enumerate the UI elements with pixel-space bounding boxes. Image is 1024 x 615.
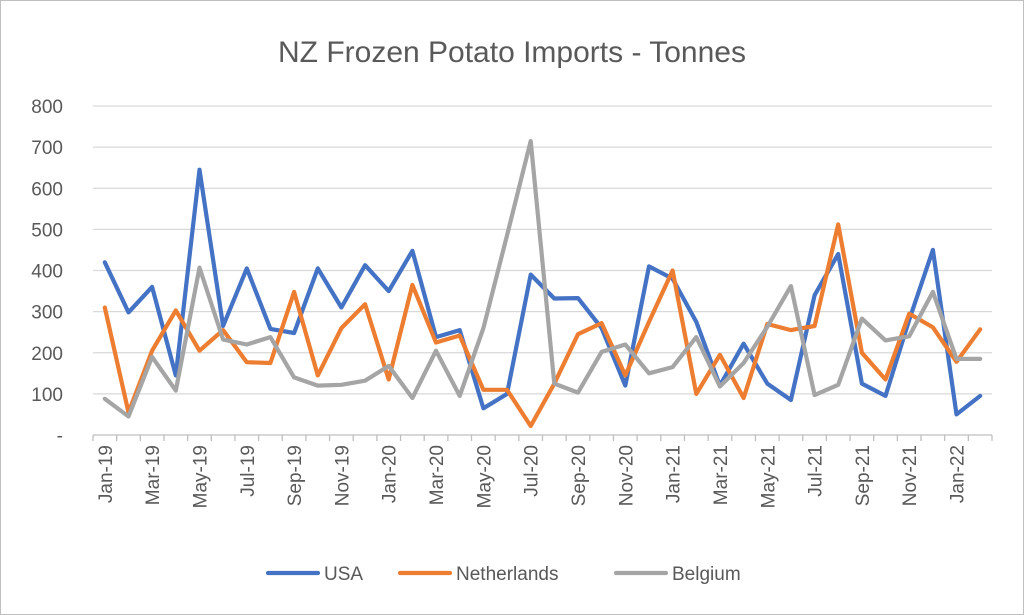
- x-tick-label: Jan-20: [380, 445, 401, 503]
- x-tick-label: Nov-19: [332, 445, 353, 506]
- x-tick-label: Nov-20: [616, 445, 637, 506]
- x-tick-label: Mar-21: [711, 445, 732, 505]
- y-tick-label: 400: [31, 262, 63, 283]
- x-tick-label: Sep-19: [285, 445, 306, 506]
- x-tick-label: Mar-20: [427, 445, 448, 505]
- y-tick-label: 300: [31, 303, 63, 324]
- legend-label: USA: [324, 564, 363, 585]
- x-tick-label: Jan-21: [664, 445, 685, 503]
- y-tick-label: 600: [31, 179, 63, 200]
- x-tick-label: Jan-22: [948, 445, 969, 503]
- x-axis: Jan-19 Mar-19 May-19 Jul-19 Sep-19 Nov-19 Jan-…: [92, 434, 993, 508]
- grid-lines: [93, 105, 992, 395]
- x-tick-label: Sep-21: [853, 445, 874, 506]
- series-lines: [102, 138, 983, 429]
- chart-title: NZ Frozen Potato Imports - Tonnes: [278, 36, 746, 69]
- legend-item-belgium: Belgium: [613, 564, 741, 585]
- x-tick-label: May-20: [474, 445, 495, 508]
- x-tick-label: Jul-19: [238, 445, 259, 497]
- legend-label: Belgium: [672, 564, 741, 585]
- y-tick-label: 500: [31, 220, 63, 241]
- y-axis-ticks: - 100 200 300 400 500 600 700 800: [31, 97, 63, 447]
- x-tick-label: May-21: [758, 445, 779, 508]
- series-line-netherlands: [102, 222, 983, 429]
- legend-item-netherlands: Netherlands: [397, 564, 558, 585]
- y-tick-label: 200: [31, 344, 63, 365]
- series-line-belgium: [102, 138, 983, 419]
- y-tick-label: 700: [31, 138, 63, 159]
- x-tick-label: Jul-21: [806, 445, 827, 497]
- y-tick-label: 100: [31, 385, 63, 406]
- legend-label: Netherlands: [456, 564, 558, 585]
- x-tick-label: Jul-20: [522, 445, 543, 497]
- x-tick-label: Jan-19: [96, 445, 117, 503]
- legend: USA Netherlands Belgium: [265, 564, 741, 585]
- x-tick-label: May-19: [190, 445, 211, 508]
- y-tick-label: -: [57, 426, 63, 447]
- x-tick-label: Mar-19: [143, 445, 164, 505]
- x-tick-label: Nov-21: [900, 445, 921, 506]
- series-line-usa: [102, 167, 983, 417]
- legend-item-usa: USA: [265, 564, 363, 585]
- y-tick-label: 800: [31, 97, 63, 118]
- x-tick-label: Sep-20: [569, 445, 590, 506]
